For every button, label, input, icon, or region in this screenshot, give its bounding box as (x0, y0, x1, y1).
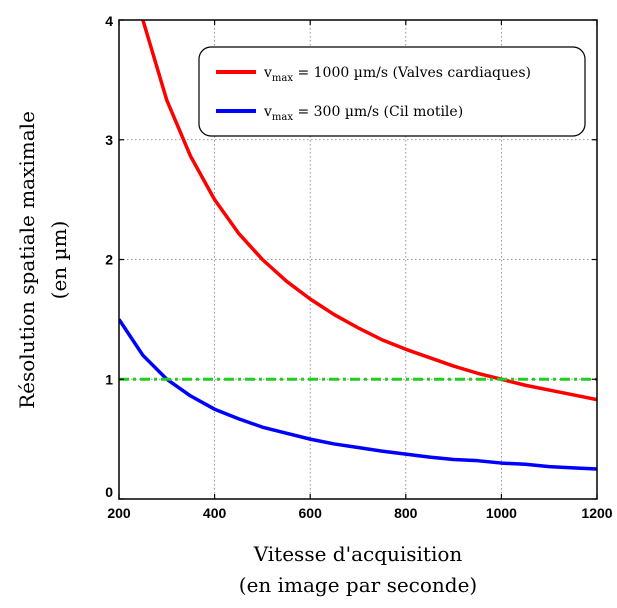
y-tick-label: 1 (105, 371, 113, 387)
x-tick-label: 1000 (486, 505, 517, 521)
legend: vmax = 1000 µm/s (Valves cardiaques) vma… (198, 46, 586, 137)
y-tick-label: 0 (105, 484, 113, 500)
y-tick-label: 2 (105, 252, 113, 268)
ticks-group: 200 400 600 800 1000 1200 0 1 2 3 4 (105, 13, 613, 521)
x-axis-label-line1: Vitesse d'acquisition (253, 542, 463, 566)
series-line-blue (119, 318, 597, 471)
y-tick-label: 4 (105, 13, 113, 29)
legend-label-red: vmax = 1000 µm/s (Valves cardiaques) (263, 65, 531, 84)
x-tick-label: 600 (299, 505, 323, 521)
x-tick-label: 200 (107, 505, 131, 521)
series-group (119, 20, 597, 471)
x-tick-label: 1200 (581, 505, 612, 521)
x-tick-label: 400 (203, 505, 227, 521)
y-tick-label: 3 (105, 132, 113, 148)
series-line-red (141, 20, 597, 402)
y-axis-label-line2: (en µm) (47, 221, 71, 300)
legend-box (198, 46, 586, 137)
legend-label-blue: vmax = 300 µm/s (Cil motile) (263, 104, 463, 123)
y-axis-label-line1: Résolution spatiale maximale (15, 111, 39, 409)
x-tick-label: 800 (394, 505, 418, 521)
x-axis-label-line2: (en image par seconde) (239, 573, 477, 597)
